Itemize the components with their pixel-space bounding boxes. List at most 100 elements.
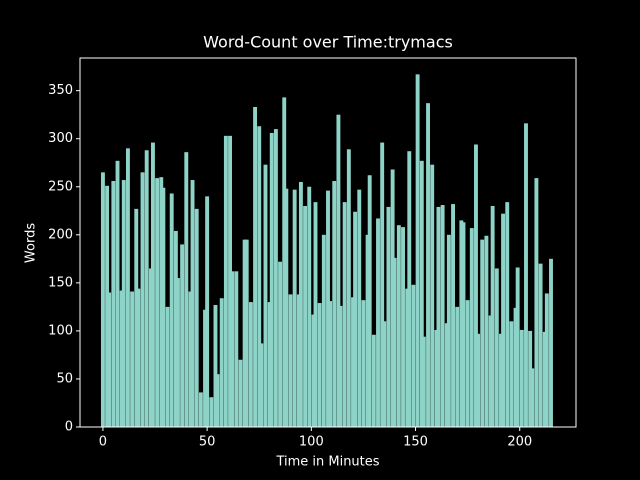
- bar: [336, 114, 341, 427]
- x-tick-label: 150: [403, 435, 428, 450]
- y-tick-label: 250: [48, 179, 73, 194]
- bar: [278, 261, 283, 427]
- bar: [376, 218, 380, 427]
- bar: [386, 206, 391, 427]
- bar: [273, 129, 278, 427]
- bar: [134, 208, 139, 427]
- bar: [459, 220, 464, 427]
- bar: [107, 292, 112, 427]
- bar: [115, 160, 120, 427]
- bar: [444, 323, 449, 427]
- bar: [513, 307, 518, 427]
- bar: [490, 205, 495, 427]
- bar: [421, 336, 426, 427]
- bar: [465, 300, 470, 427]
- bar: [436, 206, 441, 427]
- bar: [259, 343, 264, 427]
- bar: [284, 188, 289, 427]
- bar: [401, 227, 405, 427]
- bar: [371, 334, 376, 427]
- bar: [321, 234, 326, 427]
- bar: [544, 293, 549, 427]
- bar: [161, 187, 166, 427]
- bar: [219, 298, 224, 427]
- x-axis-label: Time in Minutes: [275, 455, 379, 470]
- bar: [209, 397, 214, 427]
- bar: [234, 271, 239, 427]
- bar: [215, 374, 220, 427]
- bar: [392, 257, 397, 427]
- bar: [228, 135, 233, 427]
- bar: [342, 202, 347, 427]
- bar: [405, 288, 410, 427]
- bar: [390, 169, 395, 427]
- bar: [296, 294, 301, 427]
- bar: [451, 204, 455, 427]
- bar: [528, 330, 533, 427]
- bar: [524, 123, 528, 427]
- bar: [446, 234, 451, 427]
- bar: [105, 185, 110, 427]
- bar: [311, 314, 316, 427]
- bar: [515, 267, 520, 427]
- bar: [332, 181, 337, 427]
- bar: [148, 268, 153, 427]
- bar: [461, 222, 466, 427]
- bar: [326, 190, 330, 427]
- bar: [288, 294, 293, 427]
- bar: [430, 164, 435, 427]
- bar: [501, 213, 506, 427]
- bar: [125, 148, 130, 427]
- bar: [419, 160, 424, 427]
- bar: [100, 172, 105, 427]
- bar: [353, 211, 358, 427]
- bar: [257, 126, 262, 427]
- bar: [198, 392, 203, 427]
- bar: [263, 164, 268, 427]
- bar: [180, 244, 185, 427]
- bar: [488, 315, 493, 427]
- bar: [474, 144, 478, 427]
- bar: [242, 239, 247, 427]
- bar: [223, 135, 228, 427]
- bar: [303, 205, 308, 427]
- bar: [205, 196, 210, 427]
- bar: [159, 177, 164, 427]
- x-tick-label: 100: [299, 435, 324, 450]
- bar: [313, 202, 318, 427]
- bar: [282, 97, 287, 427]
- y-tick-label: 300: [48, 131, 73, 146]
- bar: [434, 329, 439, 427]
- bar: [244, 239, 249, 427]
- bar: [407, 151, 412, 427]
- bar: [382, 321, 387, 427]
- bar: [549, 258, 553, 427]
- bar: [328, 301, 333, 427]
- bar: [469, 228, 474, 427]
- bar: [380, 142, 385, 427]
- bar: [542, 331, 547, 427]
- y-axis-label: Words: [24, 223, 39, 263]
- bar: [519, 329, 524, 427]
- bar: [346, 149, 351, 427]
- bar: [494, 268, 499, 427]
- bar: [476, 333, 481, 427]
- bar: [194, 208, 199, 427]
- axes-frame: [79, 57, 577, 428]
- bar: [238, 359, 243, 427]
- bar: [499, 333, 503, 427]
- bar: [415, 74, 420, 427]
- bar: [292, 189, 297, 427]
- bar: [534, 178, 539, 427]
- bar: [455, 306, 460, 427]
- bar: [396, 225, 401, 427]
- bar: [530, 368, 535, 427]
- bar: [426, 103, 430, 427]
- bar: [509, 321, 514, 427]
- chart-title: Word-Count over Time:trymacs: [203, 33, 453, 52]
- bar: [190, 180, 195, 427]
- y-tick-label: 350: [48, 83, 73, 98]
- bar: [411, 284, 416, 427]
- bar: [165, 306, 170, 427]
